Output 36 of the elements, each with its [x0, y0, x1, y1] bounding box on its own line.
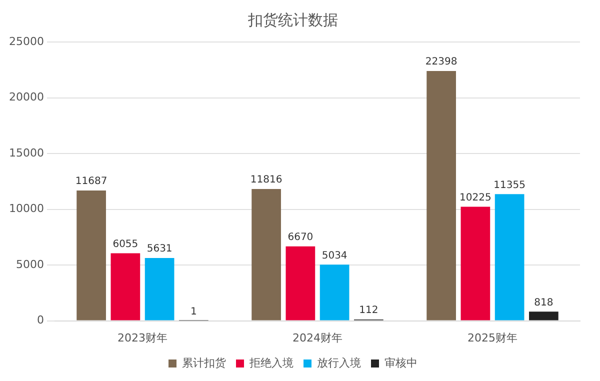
- data-label: 22398: [425, 56, 458, 68]
- bar: [460, 206, 490, 320]
- data-label: 11816: [250, 174, 282, 186]
- legend-label: 拒绝入境: [248, 356, 294, 370]
- y-tick-label: 5000: [16, 258, 44, 271]
- bar: [110, 253, 140, 320]
- bar: [529, 312, 558, 320]
- data-label: 6055: [112, 238, 138, 250]
- data-label: 11687: [75, 176, 108, 188]
- x-tick-label: 2025财年: [468, 331, 518, 344]
- data-label: 5034: [322, 250, 348, 262]
- bar: [252, 189, 281, 320]
- data-label: 818: [534, 297, 554, 308]
- bar: [76, 190, 106, 320]
- bar: [286, 246, 316, 320]
- data-label: 11355: [494, 180, 526, 191]
- data-label: 10225: [460, 192, 492, 204]
- data-label: 6670: [288, 232, 314, 244]
- chart-title: 扣货统计数据: [247, 10, 338, 29]
- bar: [426, 71, 456, 320]
- x-tick-label: 2023财年: [117, 331, 168, 344]
- bar: [320, 264, 350, 320]
- y-tick-label: 10000: [8, 202, 44, 216]
- data-label: 1: [190, 306, 197, 318]
- x-tick-label: 2024财年: [292, 331, 342, 344]
- y-tick-label: 0: [36, 314, 44, 327]
- y-tick-label: 15000: [8, 146, 44, 160]
- y-tick-label: 25000: [8, 34, 44, 48]
- data-label: 112: [359, 305, 378, 316]
- data-label: 5631: [146, 244, 172, 255]
- bar: [144, 258, 174, 320]
- legend-label: 审核中: [384, 356, 418, 370]
- y-tick-label: 20000: [8, 90, 44, 104]
- legend-label: 累计扣货: [182, 356, 226, 370]
- bar: [494, 194, 524, 320]
- legend-label: 放行入境: [317, 356, 361, 370]
